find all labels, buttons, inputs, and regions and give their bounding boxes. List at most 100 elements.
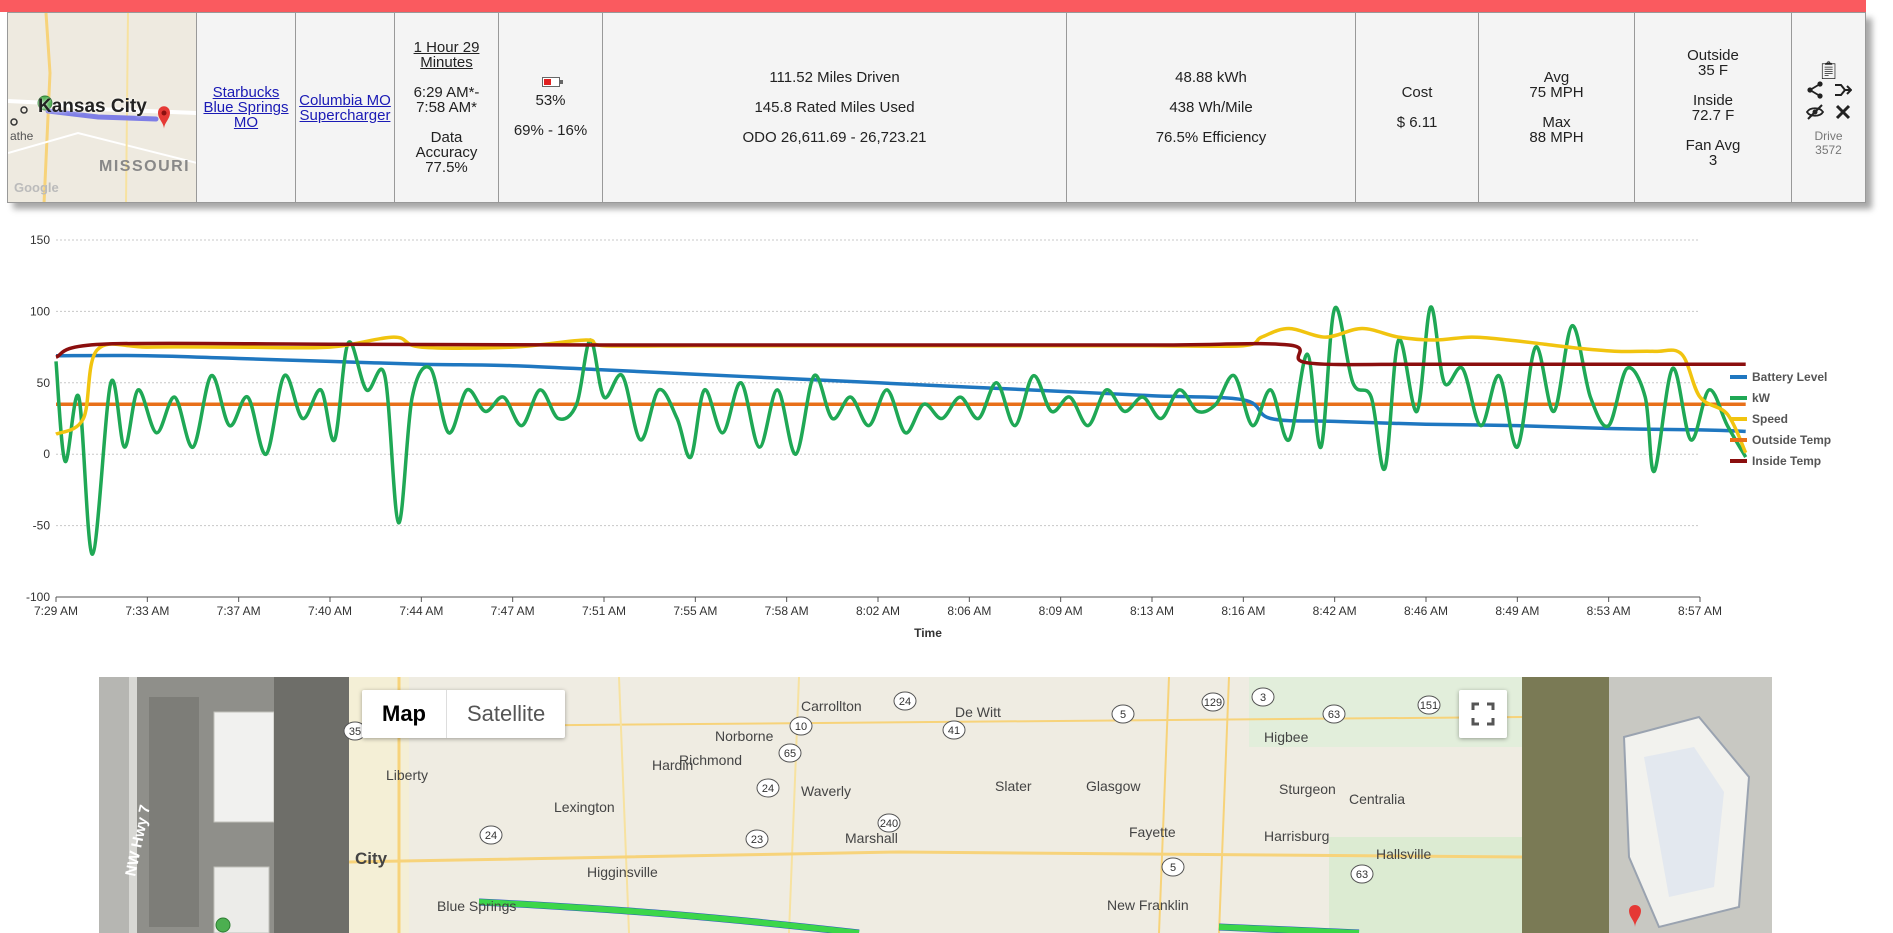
map-place-label: Blue Springs (437, 898, 516, 914)
x-tick-label: 7:33 AM (125, 604, 169, 618)
route-map[interactable]: NW Hwy 7 Carrollton De Witt Norborne Richmo… (99, 677, 1772, 933)
legend-label[interactable]: kW (1752, 391, 1771, 405)
hide-icon[interactable] (1805, 103, 1824, 124)
route-shield: 63 (1322, 704, 1346, 724)
map-place-label: Glasgow (1086, 778, 1141, 794)
data-accuracy-value: 77.5% (425, 159, 468, 176)
route-shield: 5 (1111, 704, 1135, 724)
minimap-state-label: MISSOURI (99, 158, 191, 175)
map-place-label: Harrisburg (1264, 828, 1329, 844)
legend-label[interactable]: Speed (1752, 412, 1788, 426)
svg-text:3: 3 (1260, 692, 1266, 704)
speed-cell: Avg 75 MPH Max 88 MPH (1479, 13, 1635, 202)
start-location-line: MO (233, 114, 259, 131)
route-shield: 5 (1161, 857, 1185, 877)
merge-icon[interactable] (1834, 81, 1852, 102)
top-accent-bar (0, 0, 1866, 12)
x-tick-label: 8:53 AM (1587, 604, 1631, 618)
end-location-line: Columbia MO (299, 91, 391, 109)
distance-cell: 111.52 Miles Driven 145.8 Rated Miles Us… (603, 13, 1067, 202)
svg-text:41: 41 (948, 725, 960, 737)
x-tick-label: 7:51 AM (582, 604, 626, 618)
start-location-line: Blue Springs (203, 99, 289, 116)
x-tick-label: 7:58 AM (765, 604, 809, 618)
map-place-label: Sturgeon (1279, 781, 1336, 797)
route-shield: 41 (942, 720, 966, 740)
x-tick-label: 8:16 AM (1221, 604, 1265, 618)
battery-icon (541, 77, 563, 87)
x-tick-label: 8:46 AM (1404, 604, 1448, 618)
route-shield: 24 (893, 691, 917, 711)
x-axis-title: Time (914, 626, 942, 640)
energy-cell: 48.88 kWh 438 Wh/Mile 76.5% Efficiency (1067, 13, 1356, 202)
x-tick-label: 8:42 AM (1313, 604, 1357, 618)
map-place-label: Waverly (801, 783, 851, 799)
x-tick-label: 7:40 AM (308, 604, 352, 618)
duration-line: 1 Hour 29 (413, 39, 480, 56)
energy-used: 48.88 kWh (1175, 68, 1247, 86)
svg-text:129: 129 (1204, 697, 1222, 709)
map-place-label: Richmond (679, 752, 742, 768)
route-shield: 10 (789, 716, 813, 736)
minimap-city-label: Kansas City (38, 96, 147, 117)
end-location-cell: Columbia MO Supercharger (296, 13, 395, 202)
series-line-kw (54, 305, 1748, 556)
route-shield: 129 (1201, 692, 1225, 712)
y-tick-label: -50 (33, 519, 51, 533)
series-line-inside-temp (55, 341, 1746, 367)
end-location-link[interactable]: Columbia MO Supercharger (299, 93, 391, 123)
fullscreen-button[interactable] (1459, 690, 1507, 738)
map-place-label: De Witt (955, 704, 1001, 720)
start-location-line: Starbucks (212, 84, 280, 101)
clipboard-icon[interactable]: 📋︎ (1817, 59, 1840, 80)
delete-icon[interactable] (1835, 104, 1851, 123)
legend-label[interactable]: Inside Temp (1752, 454, 1821, 468)
map-place-label: Hardin (652, 757, 693, 773)
start-location-link[interactable]: Starbucks Blue Springs MO (203, 85, 288, 130)
end-location-line: Supercharger (299, 106, 391, 124)
route-map-canvas: NW Hwy 7 Carrollton De WittNorborneRichmo… (99, 677, 1772, 933)
map-type-satellite-button[interactable]: Satellite (446, 690, 565, 738)
minimap-attribution: Google (14, 180, 59, 195)
share-icon[interactable] (1806, 81, 1824, 102)
route-minimap[interactable]: Kansas City athe MISSOURI Google (8, 13, 197, 202)
temperature-cell: Outside 35 F Inside 72.7 F Fan Avg 3 (1635, 13, 1792, 202)
route-shield: 240 (877, 813, 901, 833)
svg-text:240: 240 (880, 818, 898, 830)
svg-text:24: 24 (762, 783, 774, 795)
svg-text:5: 5 (1120, 709, 1126, 721)
map-place-label: New Franklin (1107, 897, 1189, 913)
svg-text:151: 151 (1420, 700, 1438, 712)
actions-cell: 📋︎ Drive 3572 (1792, 13, 1865, 202)
duration-line: Minutes (420, 54, 473, 71)
map-type-map-button[interactable]: Map (382, 701, 426, 726)
inside-temp-value: 72.7 F (1691, 106, 1735, 124)
x-tick-label: 8:13 AM (1130, 604, 1174, 618)
outside-temp-label: Outside (1687, 46, 1739, 64)
fullscreen-icon (1471, 702, 1495, 726)
route-shield: 24 (756, 778, 780, 798)
map-type-control: Map Satellite (362, 690, 566, 738)
cost-value: $ 6.11 (1396, 114, 1438, 131)
map-place-label: Higginsville (587, 864, 658, 880)
start-time: 6:29 AM*- (413, 84, 480, 101)
drive-line-chart: -100 -50 0 50 100 150 7:29 AM 7:33 AM 7:37 AM 7:4… (26, 233, 1831, 640)
legend-label[interactable]: Outside Temp (1752, 433, 1831, 447)
inside-temp-label: Inside (1692, 91, 1734, 109)
y-tick-label: 0 (43, 447, 50, 461)
odometer-range: ODO 26,611.69 - 26,723.21 (742, 128, 927, 146)
x-tick-label: 8:02 AM (856, 604, 900, 618)
battery-level: 53% (535, 92, 566, 109)
x-tick-label: 7:44 AM (399, 604, 443, 618)
map-place-label: Centralia (1349, 791, 1405, 807)
map-place-label: Marshall (845, 830, 898, 846)
legend-label[interactable]: Battery Level (1752, 370, 1827, 384)
rated-miles-used: 145.8 Rated Miles Used (754, 98, 915, 116)
route-shield: 63 (1350, 864, 1374, 884)
duration-link[interactable]: 1 Hour 29 Minutes (414, 40, 480, 70)
y-tick-label: -100 (26, 590, 50, 604)
max-speed-value: 88 MPH (1529, 129, 1584, 146)
drive-number: 3572 (1815, 142, 1842, 157)
x-tick-label: 8:09 AM (1039, 604, 1083, 618)
map-place-label: Higbee (1264, 729, 1309, 745)
